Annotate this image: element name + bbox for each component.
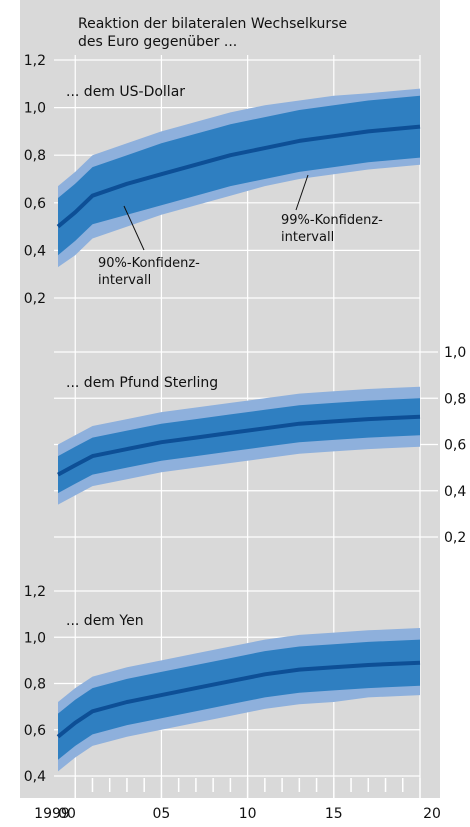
y-tick-label: 0,6 xyxy=(24,723,46,739)
annotation-90-ci-line-1: 90%-Konfidenz- xyxy=(98,256,200,271)
y-tick-label: 1,0 xyxy=(24,630,46,646)
x-tick-label: 10 xyxy=(239,806,257,822)
panel-label-pfund-sterling: ... dem Pfund Sterling xyxy=(66,375,218,391)
y-tick-label: 0,2 xyxy=(444,530,466,546)
y-tick-label: 0,4 xyxy=(444,484,466,500)
y-tick-label: 1,0 xyxy=(444,345,466,361)
y-tick-label: 0,6 xyxy=(24,196,46,212)
y-tick-label: 0,6 xyxy=(444,438,466,454)
y-tick-label: 0,4 xyxy=(24,769,46,785)
y-tick-label: 1,0 xyxy=(24,101,46,117)
y-tick-label: 0,2 xyxy=(24,291,46,307)
y-tick-label: 0,4 xyxy=(24,243,46,259)
y-tick-label: 0,8 xyxy=(24,677,46,693)
annotation-99-ci-line-1: 99%-Konfidenz- xyxy=(281,213,383,228)
x-tick-label: 00 xyxy=(58,806,76,822)
y-tick-label: 0,8 xyxy=(444,391,466,407)
y-tick-label: 1,2 xyxy=(24,584,46,600)
y-tick-label: 0,8 xyxy=(24,148,46,164)
x-tick-label: 15 xyxy=(325,806,343,822)
panel-label-yen: ... dem Yen xyxy=(66,613,144,629)
x-tick-label: 05 xyxy=(153,806,171,822)
annotation-90-ci-line-2: intervall xyxy=(98,273,151,288)
y-tick-label: 1,2 xyxy=(24,53,46,69)
x-tick-label: 20 xyxy=(423,806,441,822)
annotation-99-ci-line-2: intervall xyxy=(281,230,334,245)
panel-label-us-dollar: ... dem US-Dollar xyxy=(66,84,185,100)
chart-title-line-1: Reaktion der bilateralen Wechselkurse xyxy=(78,16,347,32)
chart-title-line-2: des Euro gegenüber ... xyxy=(78,34,237,50)
